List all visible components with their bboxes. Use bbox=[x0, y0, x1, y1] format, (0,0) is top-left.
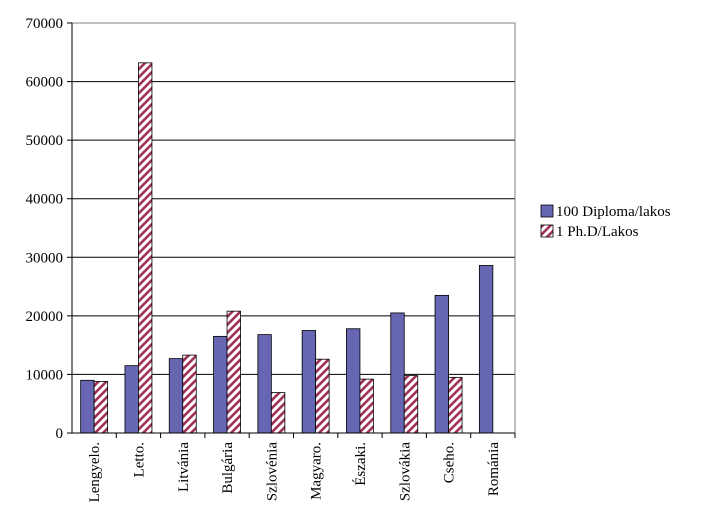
y-tick-label: 30000 bbox=[26, 250, 64, 266]
legend-swatch bbox=[540, 204, 554, 218]
bar-phd bbox=[138, 62, 153, 434]
category-label: Cseho. bbox=[442, 442, 458, 483]
category-label: Bulgária bbox=[220, 442, 236, 494]
y-tick-label: 40000 bbox=[26, 192, 64, 208]
y-tick-label: 70000 bbox=[26, 16, 64, 32]
bar-diploma bbox=[390, 312, 405, 434]
legend-label: 100 Diploma/lakos bbox=[556, 204, 671, 220]
legend-swatch bbox=[540, 224, 554, 238]
bars bbox=[80, 62, 494, 434]
category-label: Északi. bbox=[352, 442, 369, 486]
bar-diploma bbox=[257, 334, 272, 434]
bar-diploma bbox=[124, 365, 139, 434]
bar-diploma bbox=[168, 358, 184, 434]
bar-diploma bbox=[478, 265, 494, 434]
bar-phd bbox=[448, 376, 463, 434]
category-label: Litvánia bbox=[176, 442, 192, 492]
y-tick-label: 20000 bbox=[26, 309, 64, 325]
legend-label: 1 Ph.D/Lakos bbox=[556, 224, 639, 240]
bar-phd bbox=[359, 378, 374, 434]
bar-phd bbox=[270, 392, 286, 434]
category-label: Szlovénia bbox=[264, 442, 280, 501]
category-label: Letto. bbox=[131, 442, 147, 477]
bar-diploma bbox=[80, 379, 95, 434]
axes: 0 10000 20000 30000 40000 50000 60000 70000 Leng… bbox=[26, 16, 516, 502]
legend: 100 Diploma/lakos 1 Ph.D/Lakos bbox=[540, 204, 671, 240]
category-label: Szlovákia bbox=[397, 442, 413, 501]
category-label: Lengyelo. bbox=[87, 442, 103, 502]
bar-diploma bbox=[301, 330, 317, 434]
bar-diploma bbox=[213, 335, 228, 434]
bar-diploma bbox=[346, 328, 361, 434]
category-label: Románia bbox=[486, 442, 502, 496]
bar-phd bbox=[182, 354, 197, 434]
bar-phd bbox=[93, 381, 109, 434]
category-label: Magyaro. bbox=[309, 442, 325, 500]
bar-diploma bbox=[434, 294, 449, 434]
y-tick-label: 0 bbox=[56, 426, 64, 442]
bar-phd bbox=[403, 375, 419, 434]
bar-phd bbox=[226, 310, 241, 434]
y-tick-label: 60000 bbox=[26, 75, 64, 91]
y-tick-label: 50000 bbox=[26, 133, 64, 149]
bar-phd bbox=[315, 358, 330, 434]
y-tick-label: 10000 bbox=[26, 367, 64, 383]
